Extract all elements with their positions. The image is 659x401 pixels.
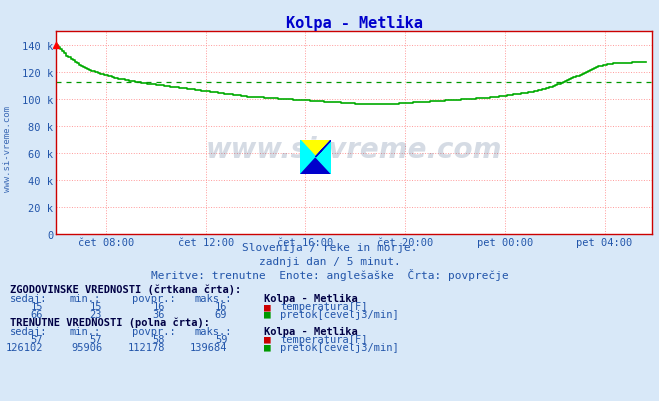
- Text: sedaj:: sedaj:: [10, 294, 47, 304]
- Text: ■: ■: [264, 309, 270, 319]
- Text: min.:: min.:: [69, 294, 100, 304]
- Text: temperatura[F]: temperatura[F]: [280, 302, 368, 312]
- Text: 69: 69: [215, 309, 227, 319]
- Text: www.si-vreme.com: www.si-vreme.com: [206, 136, 502, 164]
- Text: 95906: 95906: [71, 342, 102, 352]
- Text: temperatura[F]: temperatura[F]: [280, 334, 368, 344]
- Text: 23: 23: [90, 309, 102, 319]
- Polygon shape: [316, 140, 331, 158]
- Text: 16: 16: [152, 302, 165, 312]
- Title: Kolpa - Metlika: Kolpa - Metlika: [286, 15, 422, 31]
- Text: Meritve: trenutne  Enote: anglešaške  Črta: povprečje: Meritve: trenutne Enote: anglešaške Črta…: [151, 269, 508, 281]
- Polygon shape: [300, 140, 316, 174]
- Text: ■: ■: [264, 302, 270, 312]
- Text: 126102: 126102: [5, 342, 43, 352]
- Text: pretok[čevelj3/min]: pretok[čevelj3/min]: [280, 341, 399, 352]
- Text: Kolpa - Metlika: Kolpa - Metlika: [264, 326, 357, 336]
- Text: Slovenija / reke in morje.: Slovenija / reke in morje.: [242, 243, 417, 253]
- Text: 16: 16: [215, 302, 227, 312]
- Polygon shape: [300, 140, 331, 174]
- Text: 57: 57: [90, 334, 102, 344]
- Text: 59: 59: [215, 334, 227, 344]
- Text: 66: 66: [30, 309, 43, 319]
- Polygon shape: [316, 140, 331, 174]
- Text: 58: 58: [152, 334, 165, 344]
- Text: sedaj:: sedaj:: [10, 326, 47, 336]
- Text: TRENUTNE VREDNOSTI (polna črta):: TRENUTNE VREDNOSTI (polna črta):: [10, 317, 210, 328]
- Text: ■: ■: [264, 342, 270, 352]
- Text: povpr.:: povpr.:: [132, 326, 175, 336]
- Text: min.:: min.:: [69, 326, 100, 336]
- Text: 112178: 112178: [127, 342, 165, 352]
- Text: zadnji dan / 5 minut.: zadnji dan / 5 minut.: [258, 257, 401, 267]
- Text: povpr.:: povpr.:: [132, 294, 175, 304]
- Text: 139684: 139684: [190, 342, 227, 352]
- Text: 36: 36: [152, 309, 165, 319]
- Text: ■: ■: [264, 334, 270, 344]
- Polygon shape: [300, 140, 331, 174]
- Text: pretok[čevelj3/min]: pretok[čevelj3/min]: [280, 308, 399, 319]
- Text: maks.:: maks.:: [194, 294, 232, 304]
- Text: Kolpa - Metlika: Kolpa - Metlika: [264, 294, 357, 304]
- Text: 15: 15: [30, 302, 43, 312]
- Text: maks.:: maks.:: [194, 326, 232, 336]
- Text: 57: 57: [30, 334, 43, 344]
- Text: 15: 15: [90, 302, 102, 312]
- Text: ZGODOVINSKE VREDNOSTI (črtkana črta):: ZGODOVINSKE VREDNOSTI (črtkana črta):: [10, 284, 241, 295]
- Text: www.si-vreme.com: www.si-vreme.com: [3, 105, 13, 191]
